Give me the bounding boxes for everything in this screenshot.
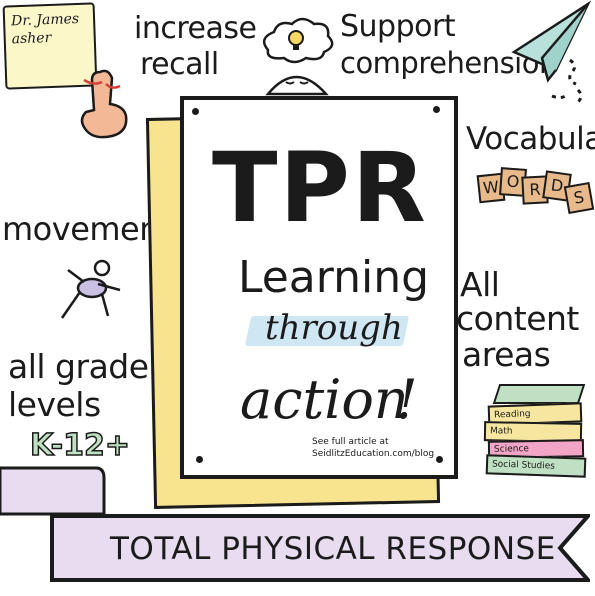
- poster-exclamation: !: [396, 368, 418, 431]
- label-all-grade: all grade: [8, 347, 149, 386]
- poster-note-line-2: SeidlitzEducation.com/blog: [312, 449, 435, 459]
- moving-figure-icon: [60, 259, 121, 319]
- finger-string-icon: [80, 69, 128, 139]
- book-social-studies: Social Studies: [485, 454, 587, 478]
- ribbon-tail: [0, 466, 106, 516]
- book-stack: Reading Math Science Social Studies: [482, 384, 588, 480]
- poster-line-action: action: [240, 368, 409, 431]
- poster-title: TPR: [212, 132, 428, 244]
- label-movement: movement: [2, 210, 172, 248]
- paper-plane-icon: [511, 0, 592, 104]
- author-note-line-1: Dr. James: [10, 10, 80, 30]
- label-increase: increase: [134, 11, 257, 46]
- poster-note-line-1: See full article at: [312, 437, 389, 447]
- poster-line-learning: Learning: [238, 252, 430, 303]
- author-note-line-2: asher: [11, 29, 52, 48]
- tile-s: S: [563, 181, 595, 215]
- label-areas: areas: [462, 335, 551, 374]
- thought-bulb-icon: [262, 17, 334, 96]
- label-all: All: [460, 265, 500, 304]
- banner-text: TOTAL PHYSICAL RESPONSE: [110, 531, 556, 567]
- label-support: Support: [340, 9, 456, 44]
- label-recall: recall: [140, 47, 219, 82]
- label-vocabulary: Vocabulary: [466, 121, 595, 157]
- pin-icon: [192, 108, 199, 115]
- book-top: [492, 384, 586, 404]
- poster: [180, 96, 458, 479]
- pin-icon: [436, 456, 443, 463]
- word-tiles: W O R D S: [476, 167, 595, 218]
- pin-icon: [433, 106, 440, 113]
- pin-icon: [196, 456, 203, 463]
- banner-ribbon: [50, 514, 590, 582]
- label-k12: K-12+: [29, 427, 130, 464]
- label-levels: levels: [8, 385, 101, 424]
- poster-line-through: through: [265, 308, 403, 348]
- label-content: content: [456, 299, 579, 338]
- poster-note: See full article at SeidlitzEducation.co…: [312, 436, 434, 460]
